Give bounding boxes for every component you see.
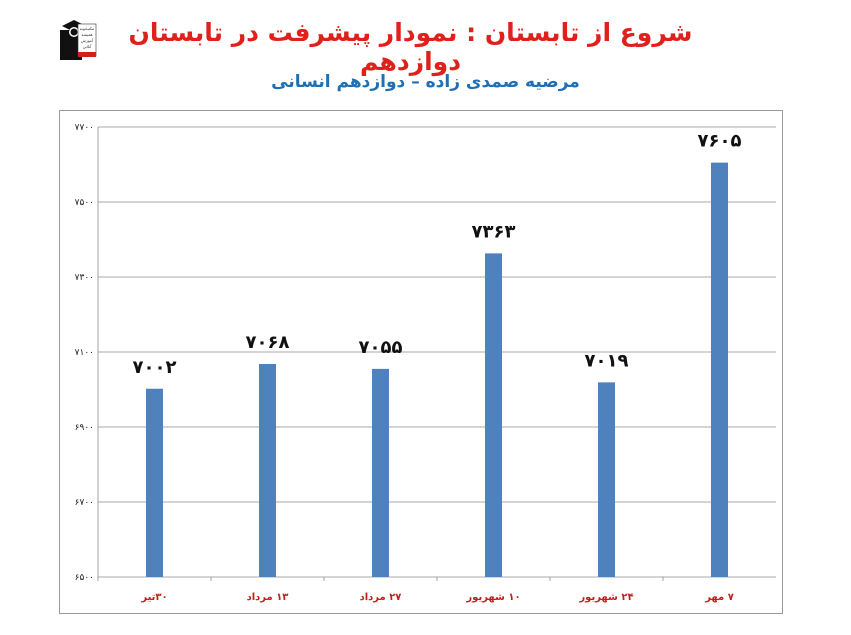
bar: [259, 364, 276, 577]
data-label: ۷۳۶۳: [472, 221, 516, 242]
y-axis-ticks: ۶۵۰۰ ۶۷۰۰ ۶۹۰۰ ۷۱۰۰ ۷۳۰۰ ۷۵۰۰ ۷۷۰۰: [75, 123, 94, 583]
bar: [372, 368, 389, 577]
y-tick-label: ۶۷۰۰: [75, 498, 94, 508]
bar: [598, 382, 615, 577]
x-tick-label: ۷ مهر: [704, 592, 734, 603]
y-tick-label: ۷۳۰۰: [75, 273, 94, 283]
logo-line: آنلاین: [83, 44, 93, 49]
y-tick-label: ۷۱۰۰: [75, 348, 94, 358]
bar: [146, 388, 163, 577]
data-label: ۷۶۰۵: [698, 131, 742, 152]
logo-line: مکتبخونه: [80, 26, 95, 31]
page-title: شروع از تابستان : نمودار پیشرفت در تابست…: [128, 18, 693, 76]
x-axis-ticks: ۳۰تیر ۱۳ مرداد ۲۷ مرداد ۱۰ شهریور ۲۴ شهریور ۷…: [140, 592, 733, 603]
data-label: ۷۰۵۵: [359, 337, 403, 358]
x-tick-label: ۱۳ مرداد: [247, 592, 289, 603]
logo: مکتبخونه همیشه آموزش آنلاین: [60, 14, 98, 60]
data-label: ۷۰۶۸: [246, 332, 290, 353]
bars: [146, 162, 728, 577]
y-tick-label: ۷۵۰۰: [75, 198, 94, 208]
logo-line: آموزش: [81, 38, 94, 43]
data-label: ۷۰۱۹: [585, 350, 629, 371]
y-tick-label: ۶۵۰۰: [75, 573, 94, 583]
bar: [485, 253, 502, 577]
x-tick-label: ۲۴ شهریور: [578, 592, 633, 603]
data-label: ۷۰۰۲: [133, 357, 177, 378]
x-tick-label: ۳۰تیر: [140, 592, 167, 603]
graduate-logo-icon: مکتبخونه همیشه آموزش آنلاین: [60, 20, 97, 60]
y-tick-label: ۷۷۰۰: [75, 123, 94, 133]
bar: [711, 162, 728, 577]
bar-chart: ۶۵۰۰ ۶۷۰۰ ۶۹۰۰ ۷۱۰۰ ۷۳۰۰ ۷۵۰۰ ۷۷۰۰ ۷۰۰۲ ۷۰۶۸ ۷۰۵…: [75, 123, 776, 603]
y-tick-label: ۶۹۰۰: [75, 423, 94, 433]
chart-frame: ۶۵۰۰ ۶۷۰۰ ۶۹۰۰ ۷۱۰۰ ۷۳۰۰ ۷۵۰۰ ۷۷۰۰ ۷۰۰۲ ۷۰۶۸ ۷۰۵…: [59, 110, 783, 614]
x-tick-label: ۲۷ مرداد: [360, 592, 402, 603]
page-subtitle: مرضیه صمدی زاده – دوازدهم انسانی: [271, 72, 580, 92]
x-tick-label: ۱۰ شهریور: [465, 592, 520, 603]
gridlines: [97, 126, 776, 581]
logo-line: همیشه: [81, 32, 92, 37]
data-labels: ۷۰۰۲ ۷۰۶۸ ۷۰۵۵ ۷۳۶۳ ۷۰۱۹ ۷۶۰۵: [133, 131, 742, 378]
